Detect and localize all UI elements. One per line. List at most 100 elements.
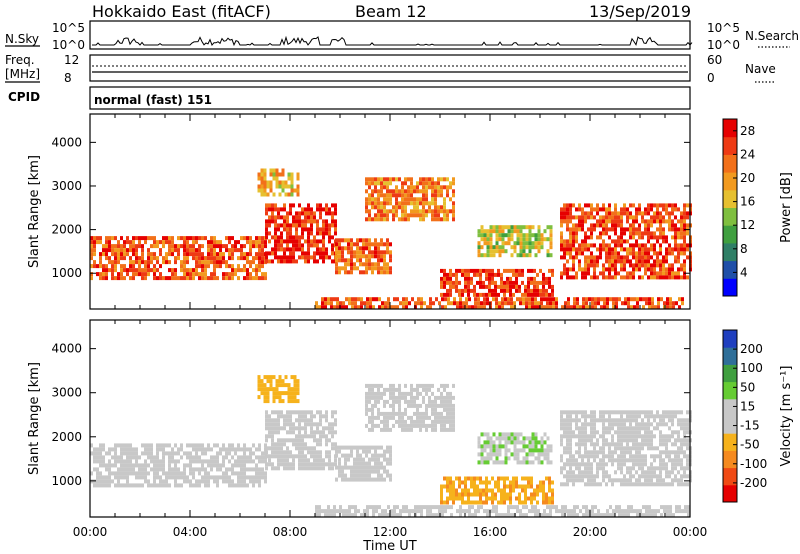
power-echo-cell xyxy=(219,252,222,257)
power-echo-cell xyxy=(147,268,150,273)
power-echo-cell xyxy=(599,251,602,256)
power-echo-cell xyxy=(219,264,222,269)
velocity-echo-cell xyxy=(286,466,289,471)
velocity-echo-cell xyxy=(434,419,437,424)
power-echo-cell xyxy=(482,292,485,297)
velocity-echo-cell xyxy=(482,492,485,497)
power-echo-cell xyxy=(389,242,392,247)
power-echo-cell xyxy=(380,209,383,214)
power-echo-cell xyxy=(345,297,348,302)
power-echo-cell xyxy=(283,227,286,232)
velocity-echo-cell xyxy=(617,426,620,431)
power-echo-cell xyxy=(665,267,668,272)
power-echo-cell xyxy=(380,217,383,222)
velocity-echo-cell xyxy=(653,426,656,431)
power-echo-cell xyxy=(569,243,572,248)
power-echo-cell xyxy=(383,193,386,198)
velocity-echo-cell xyxy=(566,430,569,435)
power-echo-cell xyxy=(141,244,144,249)
velocity-echo-cell xyxy=(413,395,416,400)
velocity-echo-cell xyxy=(677,470,680,475)
velocity-echo-cell xyxy=(446,488,449,493)
velocity-echo-cell xyxy=(274,426,277,431)
power-echo-cell xyxy=(183,272,186,277)
velocity-echo-cell xyxy=(614,418,617,423)
velocity-echo-cell xyxy=(611,442,614,447)
velocity-echo-cell xyxy=(325,454,328,459)
velocity-echo-cell xyxy=(641,426,644,431)
power-echo-cell xyxy=(587,267,590,272)
power-echo-cell xyxy=(617,271,620,276)
power-echo-cell xyxy=(156,268,159,273)
power-echo-cell xyxy=(277,243,280,248)
power-echo-cell xyxy=(280,247,283,252)
power-echo-cell xyxy=(195,240,198,245)
velocity-echo-cell xyxy=(281,383,285,388)
velocity-echo-cell xyxy=(365,465,368,470)
power-echo-cell xyxy=(108,260,111,265)
power-echo-cell xyxy=(325,211,328,216)
velocity-echo-cell xyxy=(410,423,413,428)
velocity-echo-cell xyxy=(522,505,525,510)
velocity-echo-cell xyxy=(243,463,246,468)
power-echo-cell xyxy=(464,276,467,281)
power-echo-cell xyxy=(93,260,96,265)
power-echo-cell xyxy=(668,223,671,228)
velocity-echo-cell xyxy=(292,466,295,471)
velocity-echo-cell xyxy=(617,430,620,435)
power-echo-cell xyxy=(483,241,487,246)
power-echo-cell xyxy=(263,168,267,173)
power-echo-cell xyxy=(201,236,204,241)
power-echo-cell xyxy=(431,213,434,218)
velocity-echo-cell xyxy=(377,473,380,478)
velocity-echo-cell xyxy=(265,438,268,443)
velocity-echo-cell xyxy=(593,450,596,455)
velocity-echo-cell xyxy=(569,462,572,467)
power-echo-cell xyxy=(298,247,301,252)
power-echo-cell xyxy=(281,172,285,177)
time-axis-ticks: 00:00 04:00 08:00 12:00 16:00 20:00 00:00 xyxy=(73,525,708,539)
velocity-echo-cell xyxy=(147,483,150,488)
velocity-echo-cell xyxy=(171,471,174,476)
power-echo-cell xyxy=(449,197,452,202)
power-echo-cell xyxy=(368,238,371,243)
power-echo-cell xyxy=(431,189,434,194)
velocity-echo-cell xyxy=(389,453,392,458)
velocity-echo-cell xyxy=(683,422,686,427)
power-echo-cell xyxy=(243,256,246,261)
power-echo-cell xyxy=(519,245,523,250)
velocity-echo-cell xyxy=(386,423,389,428)
nsky-trace xyxy=(92,35,693,47)
velocity-echo-cell xyxy=(522,444,526,449)
power-echo-cell xyxy=(444,305,447,310)
power-echo-cell xyxy=(587,215,590,220)
power-echo-cell xyxy=(651,297,654,302)
power-echo-cell xyxy=(428,201,431,206)
velocity-echo-cell xyxy=(638,450,641,455)
power-echo-cell xyxy=(638,263,641,268)
power-echo-cell xyxy=(632,275,635,280)
velocity-colorbar-tick-label: -50 xyxy=(740,438,760,452)
power-echo-cell xyxy=(386,201,389,206)
power-echo-cell xyxy=(286,255,289,260)
power-echo-cell xyxy=(234,244,237,249)
power-echo-cell xyxy=(443,292,446,297)
velocity-echo-cell xyxy=(623,458,626,463)
power-echo-cell xyxy=(449,268,452,273)
velocity-echo-cell xyxy=(286,458,289,463)
velocity-echo-cell xyxy=(549,460,553,465)
velocity-echo-cell xyxy=(491,488,494,493)
velocity-echo-cell xyxy=(255,479,258,484)
power-echo-cell xyxy=(171,268,174,273)
velocity-echo-cell xyxy=(334,410,337,415)
cpid-label: CPID xyxy=(8,90,40,104)
velocity-echo-cell xyxy=(605,482,608,487)
power-echo-cell xyxy=(608,267,611,272)
power-echo-cell xyxy=(501,225,505,230)
velocity-echo-cell xyxy=(498,436,502,441)
power-echo-cell xyxy=(611,215,614,220)
power-echo-cell xyxy=(374,217,377,222)
power-echo-cell xyxy=(307,231,310,236)
velocity-echo-cell xyxy=(195,443,198,448)
velocity-echo-cell xyxy=(426,505,429,510)
